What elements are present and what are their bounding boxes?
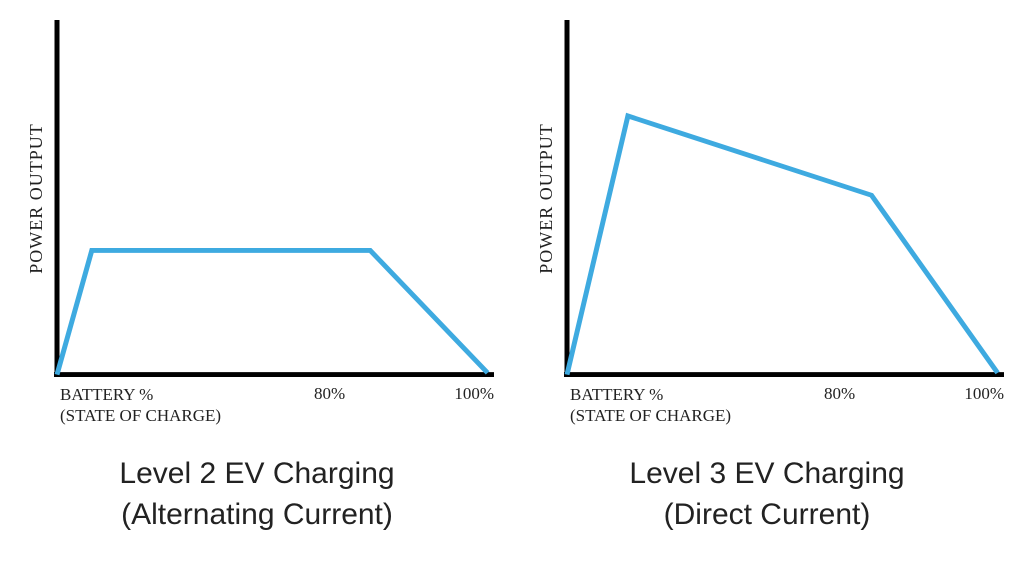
x-axis-title-line1: BATTERY % [570, 385, 663, 404]
panel-caption: Level 2 EV Charging (Alternating Current… [20, 454, 494, 535]
caption-line2: (Alternating Current) [121, 498, 393, 531]
power-curve-level3 [567, 116, 998, 375]
power-curve-level2 [57, 250, 488, 374]
caption-line2: (Direct Current) [664, 498, 871, 531]
caption-line1: Level 3 EV Charging [629, 457, 904, 490]
panel-level2: POWER OUTPUT BATTERY % (STATE OF CHARGE)… [20, 20, 494, 535]
plot-area-level3: POWER OUTPUT [530, 20, 1004, 378]
x-tick-100: 100% [934, 384, 1004, 427]
chart-svg-wrap [54, 20, 494, 378]
x-tick-100: 100% [424, 384, 494, 427]
x-axis-title: BATTERY % (STATE OF CHARGE) [60, 384, 314, 427]
x-axis-title-line1: BATTERY % [60, 385, 153, 404]
panel-level3: POWER OUTPUT BATTERY % (STATE OF CHARGE)… [530, 20, 1004, 535]
x-axis-title-line2: (STATE OF CHARGE) [570, 406, 731, 425]
chart-svg-level2 [54, 20, 494, 378]
chart-svg-level3 [564, 20, 1004, 378]
x-tick-80: 80% [824, 384, 934, 427]
x-axis-title: BATTERY % (STATE OF CHARGE) [570, 384, 824, 427]
x-axis-labels: BATTERY % (STATE OF CHARGE) 80% 100% [60, 384, 494, 427]
y-axis-label-text: POWER OUTPUT [26, 124, 47, 275]
panel-caption: Level 3 EV Charging (Direct Current) [530, 454, 1004, 535]
chart-svg-wrap [564, 20, 1004, 378]
plot-area-level2: POWER OUTPUT [20, 20, 494, 378]
x-axis-labels: BATTERY % (STATE OF CHARGE) 80% 100% [570, 384, 1004, 427]
x-tick-80: 80% [314, 384, 424, 427]
charts-container: POWER OUTPUT BATTERY % (STATE OF CHARGE)… [0, 0, 1024, 565]
caption-line1: Level 2 EV Charging [119, 457, 394, 490]
x-axis-title-line2: (STATE OF CHARGE) [60, 406, 221, 425]
y-axis-label: POWER OUTPUT [530, 20, 562, 378]
y-axis-label-text: POWER OUTPUT [536, 124, 557, 275]
y-axis-label: POWER OUTPUT [20, 20, 52, 378]
